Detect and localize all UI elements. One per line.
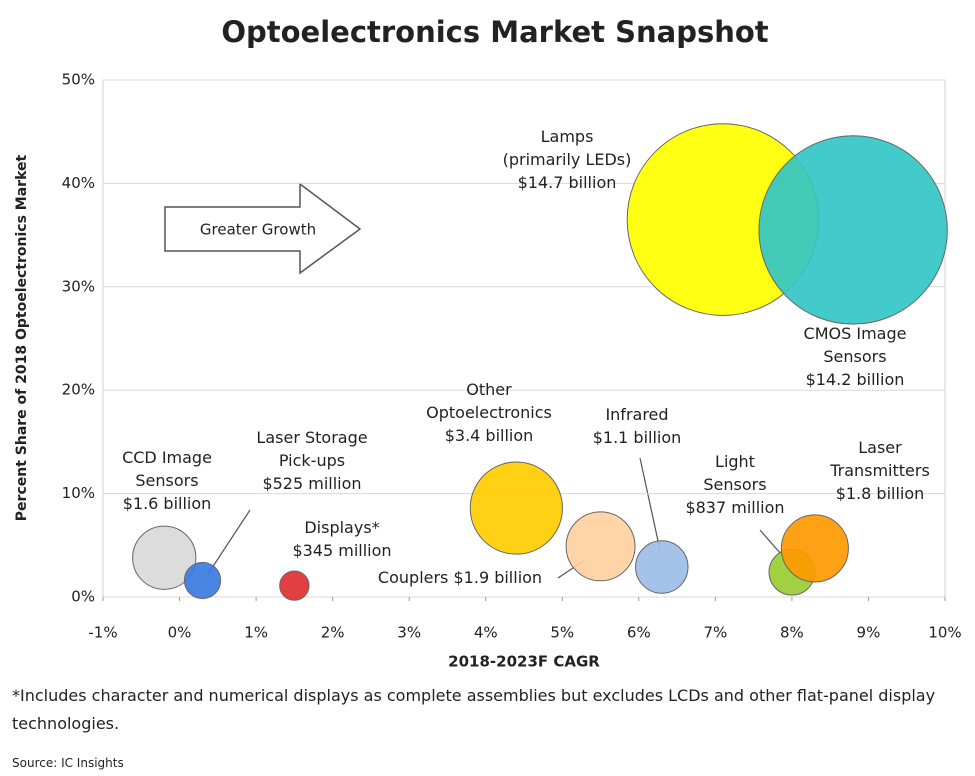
bubble	[469, 461, 563, 555]
bubble-label: Other Optoelectronics $3.4 billion	[426, 378, 552, 447]
y-tick-label: 30%	[62, 277, 95, 295]
value-label: $3.4 billion	[444, 426, 534, 445]
bubble-label: Laser Transmitters $1.8 billion	[830, 436, 930, 505]
y-tick-label: 20%	[62, 381, 95, 399]
label-line: Sensors	[823, 347, 887, 366]
y-tick-label: 0%	[71, 588, 95, 606]
bubble	[565, 511, 636, 582]
value-label: $14.2 billion	[805, 370, 905, 389]
label-line: Lamps	[540, 127, 594, 146]
label-line: Laser	[858, 438, 902, 457]
bubble-label: Infrared $1.1 billion	[593, 403, 682, 449]
x-tick-label: 9%	[857, 624, 881, 642]
y-tick-label: 40%	[62, 174, 95, 192]
source: Source: IC Insights	[12, 756, 124, 770]
value-label: $525 million	[262, 474, 362, 493]
growth-arrow	[164, 182, 362, 275]
label-line: Displays*	[304, 518, 380, 537]
bubble	[183, 561, 222, 600]
value-label: $1.1 billion	[592, 428, 682, 447]
label-line: Other	[466, 380, 512, 399]
label-line: CCD Image	[122, 448, 212, 467]
bubble-label: Lamps (primarily LEDs) $14.7 billion	[503, 125, 632, 194]
x-tick-label: 3%	[397, 624, 421, 642]
footnote: *Includes character and numerical displa…	[12, 686, 936, 733]
y-axis-title: Percent Share of 2018 Optoelectronics Ma…	[14, 155, 30, 522]
x-tick-label: 10%	[928, 624, 961, 642]
value-label: $1.6 billion	[122, 494, 212, 513]
bubbles	[132, 123, 948, 601]
bubble	[758, 135, 948, 325]
label-line: Light	[715, 452, 755, 471]
label-line: CMOS Image	[803, 324, 907, 343]
leader-line	[639, 457, 661, 551]
label-line: Infrared	[605, 405, 669, 424]
x-tick-label: 7%	[703, 624, 727, 642]
bubble	[780, 514, 849, 583]
bubble	[132, 525, 197, 590]
value-label: $837 million	[685, 498, 785, 517]
y-tick-label: 10%	[62, 484, 95, 502]
label-line: (primarily LEDs)	[502, 150, 632, 169]
label-line: Optoelectronics	[426, 403, 552, 422]
y-tick-label: 50%	[62, 71, 95, 89]
x-tick-label: 4%	[474, 624, 498, 642]
x-tick-label: 1%	[244, 624, 268, 642]
label-line: Couplers	[377, 568, 449, 587]
bubble-label: Displays* $345 million	[292, 516, 391, 562]
bubble-label: CMOS Image Sensors $14.2 billion	[804, 322, 907, 391]
label-line: Laser Storage	[256, 428, 368, 447]
x-tick-label: -1%	[88, 624, 117, 642]
value-label: $1.8 billion	[835, 484, 925, 503]
x-tick-label: 6%	[627, 624, 651, 642]
bubble-label: Couplers $1.9 billion	[378, 566, 542, 589]
bubble	[279, 570, 310, 601]
value-label: $14.7 billion	[517, 173, 617, 192]
arrow-label: Greater Growth	[200, 221, 316, 239]
label-line: Sensors	[703, 475, 767, 494]
chart-title: Optoelectronics Market Snapshot	[221, 15, 768, 49]
label-line: Sensors	[135, 471, 199, 490]
leader-line	[207, 509, 251, 575]
bubble	[635, 540, 689, 594]
label-line: Transmitters	[830, 461, 930, 480]
x-tick-label: 8%	[780, 624, 804, 642]
value-label: $345 million	[292, 541, 392, 560]
bubble-label: CCD Image Sensors $1.6 billion	[122, 446, 212, 515]
x-axis-title: 2018-2023F CAGR	[448, 653, 600, 671]
value-label: $1.9 billion	[453, 568, 543, 587]
label-line: Pick-ups	[278, 451, 346, 470]
x-tick-label: 0%	[168, 624, 192, 642]
bubble-label: Laser Storage Pick-ups $525 million	[256, 426, 367, 495]
bubble-label: Light Sensors $837 million	[685, 450, 784, 519]
x-tick-label: 2%	[321, 624, 345, 642]
x-tick-label: 5%	[550, 624, 574, 642]
